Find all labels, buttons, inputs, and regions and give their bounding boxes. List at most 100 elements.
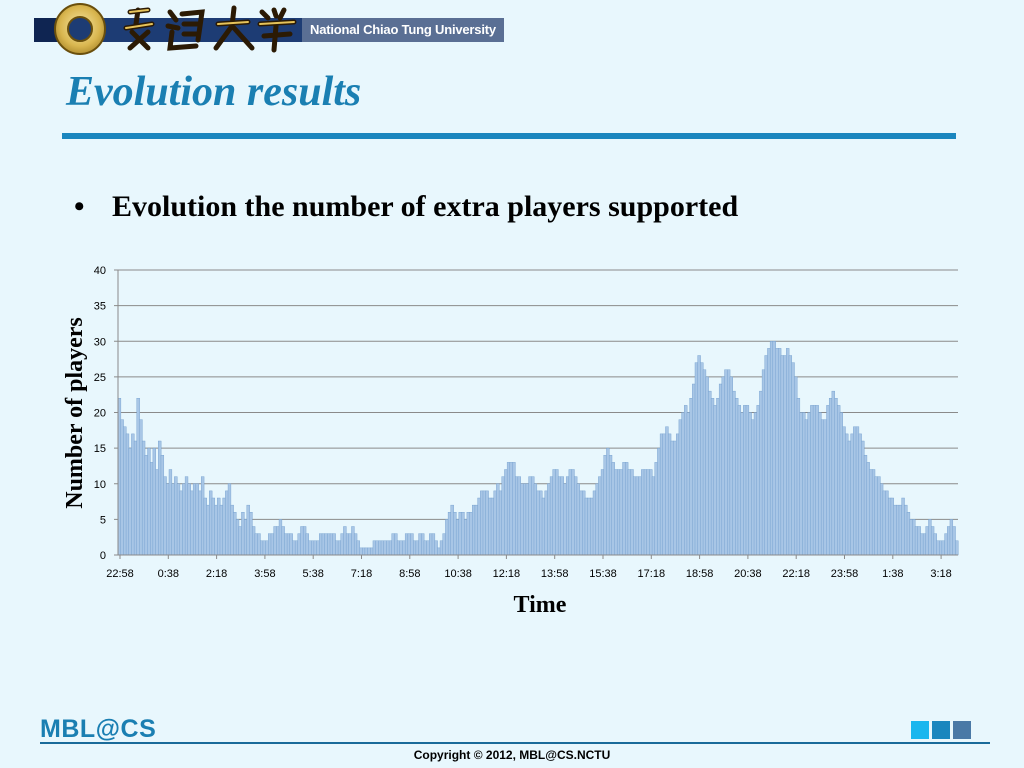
bar [506, 462, 511, 556]
bar [834, 398, 838, 556]
bar [692, 383, 696, 556]
bar [362, 547, 366, 556]
bullet-marker: • [74, 190, 85, 223]
bar [651, 476, 656, 556]
x-tick-label: 5:38 [302, 568, 323, 580]
bar [528, 476, 532, 556]
bar [777, 348, 782, 556]
bar [192, 483, 197, 556]
bar [319, 533, 323, 556]
bar [662, 433, 666, 556]
x-tick-label: 12:18 [493, 568, 521, 580]
bar [241, 512, 245, 556]
bar [249, 512, 253, 556]
bar [700, 362, 704, 556]
bar [445, 519, 449, 556]
bar [200, 476, 205, 556]
bar [595, 483, 599, 556]
bar [549, 476, 554, 556]
bar [284, 533, 288, 556]
bar [276, 526, 280, 556]
bar [453, 512, 457, 556]
bar [657, 447, 661, 556]
footer-square-icon [932, 721, 950, 739]
bar [557, 476, 562, 556]
bar [767, 348, 771, 556]
bar [804, 419, 809, 556]
bar [939, 540, 943, 556]
bar [209, 490, 213, 556]
bar [184, 476, 189, 556]
bar [649, 469, 653, 556]
bar [686, 412, 691, 556]
bar [297, 533, 301, 556]
bar [874, 476, 878, 556]
bar [225, 490, 229, 556]
bar [718, 383, 723, 556]
bar [536, 490, 540, 556]
bar [474, 504, 479, 556]
bar [949, 519, 954, 556]
bar [858, 433, 862, 556]
x-tick-label: 10:38 [444, 568, 472, 580]
bar [786, 348, 790, 556]
x-tick-label: 3:58 [254, 568, 275, 580]
bar [614, 469, 618, 556]
bar [466, 512, 470, 556]
bar [514, 476, 519, 556]
bar [906, 512, 911, 556]
bar [772, 341, 776, 556]
bar [563, 483, 567, 556]
bar [622, 462, 626, 556]
bar [286, 533, 291, 556]
bar [643, 469, 648, 556]
bar [780, 355, 784, 556]
bar [496, 483, 500, 556]
bar [914, 526, 919, 556]
bar [705, 376, 709, 556]
bar [195, 483, 199, 556]
bar [206, 504, 210, 556]
bar [238, 526, 242, 556]
bar [311, 540, 315, 556]
x-tick-label: 7:18 [351, 568, 372, 580]
bar [203, 497, 207, 556]
bar [198, 490, 202, 556]
bar [246, 504, 250, 556]
x-tick-label: 20:38 [734, 568, 762, 580]
bar [665, 426, 669, 556]
bar [944, 533, 948, 556]
bar [160, 455, 165, 556]
bar [928, 519, 932, 556]
bar [947, 526, 951, 556]
y-axis-label: Number of players [62, 317, 88, 509]
bar [745, 405, 750, 556]
bar [214, 504, 218, 556]
bar [512, 462, 516, 556]
x-tick-label: 2:18 [206, 568, 227, 580]
bar [761, 369, 766, 556]
bar [539, 490, 543, 556]
bar [598, 476, 602, 556]
bar [759, 390, 763, 556]
bar [560, 476, 564, 556]
bar [265, 540, 269, 556]
bar [702, 369, 707, 556]
bar [592, 490, 597, 556]
bar [574, 476, 578, 556]
bar [579, 490, 583, 556]
bar [139, 419, 143, 556]
y-tick-label: 20 [94, 408, 106, 420]
bar [936, 540, 940, 556]
bar [356, 540, 360, 556]
bar [853, 426, 857, 556]
bar [171, 483, 175, 556]
bar [531, 476, 535, 556]
y-tick-label: 25 [94, 372, 106, 384]
bar [600, 469, 605, 556]
bar [442, 533, 446, 556]
bar [455, 519, 460, 556]
bar [828, 398, 833, 556]
bar [174, 476, 178, 556]
bar [141, 440, 146, 556]
